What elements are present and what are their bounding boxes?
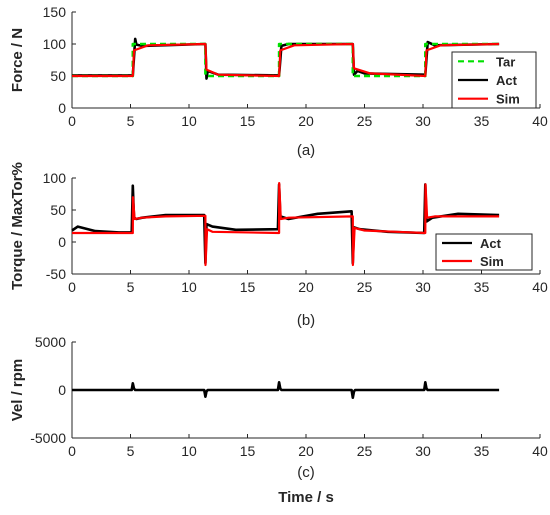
x-tick-label: 35 <box>474 443 490 459</box>
panel-label: (a) <box>297 142 315 159</box>
x-tick-label: 35 <box>474 279 490 295</box>
y-tick-label: 50 <box>50 202 66 218</box>
legend-label-sim: Sim <box>480 254 504 269</box>
y-tick-label: -50 <box>46 266 66 282</box>
x-tick-label: 0 <box>68 113 76 129</box>
x-tick-label: 35 <box>474 113 490 129</box>
x-tick-label: 0 <box>68 443 76 459</box>
panel-label: (b) <box>297 312 315 329</box>
x-axis-title: Time / s <box>278 489 334 506</box>
series-line-velocity <box>72 380 500 400</box>
x-tick-label: 10 <box>181 443 197 459</box>
x-tick-label: 15 <box>240 443 256 459</box>
legend-label-act: Act <box>480 236 502 251</box>
y-tick-label: 0 <box>58 100 66 116</box>
x-tick-label: 25 <box>357 443 373 459</box>
x-tick-label: 30 <box>415 279 431 295</box>
y-tick-label: 100 <box>43 170 67 186</box>
y-axis-title: Torque / MaxTor% <box>9 162 26 290</box>
x-tick-label: 40 <box>532 113 548 129</box>
legend-box <box>435 233 533 271</box>
x-tick-label: 5 <box>127 279 135 295</box>
legend-label-sim: Sim <box>496 92 520 107</box>
legend-label-tar: Tar <box>496 54 515 69</box>
y-tick-label: 0 <box>58 234 66 250</box>
legend-label-act: Act <box>496 73 518 88</box>
panel-label: (c) <box>297 464 315 481</box>
x-tick-label: 25 <box>357 113 373 129</box>
y-tick-label: 150 <box>43 4 67 20</box>
y-tick-label: 0 <box>58 382 66 398</box>
x-tick-label: 30 <box>415 443 431 459</box>
x-tick-label: 20 <box>298 443 314 459</box>
y-tick-label: -5000 <box>30 430 66 446</box>
y-axis-title: Force / N <box>9 28 26 92</box>
x-tick-label: 25 <box>357 279 373 295</box>
series-line-sim <box>72 42 500 78</box>
y-tick-label: 100 <box>43 36 67 52</box>
y-tick-label: 5000 <box>35 334 66 350</box>
x-tick-label: 10 <box>181 113 197 129</box>
x-tick-label: 10 <box>181 279 197 295</box>
x-tick-label: 0 <box>68 279 76 295</box>
series-line-act <box>71 183 500 265</box>
x-tick-label: 5 <box>127 443 135 459</box>
x-tick-label: 15 <box>240 279 256 295</box>
y-tick-label: 50 <box>50 68 66 84</box>
x-tick-label: 20 <box>298 279 314 295</box>
x-tick-label: 15 <box>240 113 256 129</box>
x-tick-label: 30 <box>415 113 431 129</box>
x-tick-label: 20 <box>298 113 314 129</box>
y-axis-title: Vel / rpm <box>9 359 26 422</box>
x-tick-label: 40 <box>532 443 548 459</box>
x-tick-label: 40 <box>532 279 548 295</box>
x-tick-label: 5 <box>127 113 135 129</box>
series-line-sim <box>72 182 500 267</box>
